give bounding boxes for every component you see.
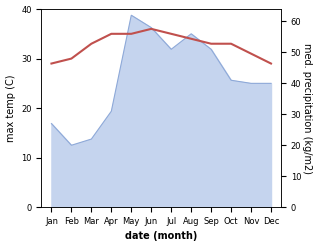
Y-axis label: med. precipitation (kg/m2): med. precipitation (kg/m2) bbox=[302, 43, 313, 174]
Y-axis label: max temp (C): max temp (C) bbox=[5, 74, 16, 142]
X-axis label: date (month): date (month) bbox=[125, 231, 197, 242]
